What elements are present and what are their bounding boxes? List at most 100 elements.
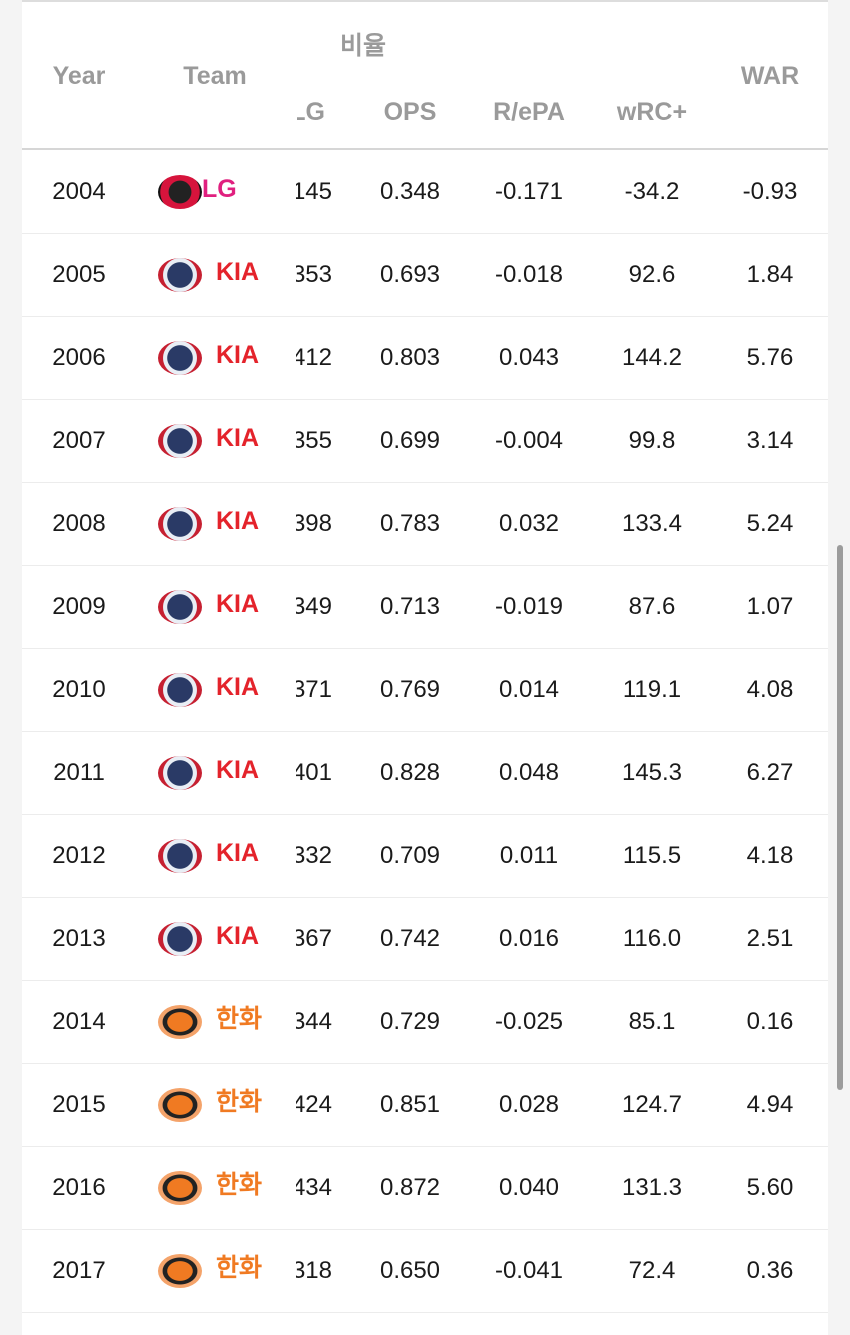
cell-wrc: 131.3 [621, 1174, 683, 1201]
cell-ops: 0.783 [379, 510, 441, 537]
cell-slg-text: 401 [296, 759, 332, 786]
cell-slg-text: 145 [296, 178, 332, 205]
header-divider [22, 148, 828, 150]
team-logo [158, 1005, 202, 1039]
team-logo [158, 258, 202, 292]
stats-table: 비율 Year Team LG OPS R/ePA wRC+ WAR 2004 L… [22, 0, 828, 1335]
cell-year: 2005 [52, 261, 106, 288]
cell-war: 0.36 [746, 1257, 794, 1284]
cell-slg: 355 [296, 399, 332, 482]
cell-wrc: 72.4 [628, 1257, 676, 1284]
cell-ops: 0.769 [379, 676, 441, 703]
cell-wrc: 115.5 [622, 842, 682, 869]
cell-war: 1.07 [746, 593, 794, 620]
cell-war: 4.94 [746, 1091, 794, 1118]
cell-war: 3.14 [746, 427, 794, 454]
table-row: 2011 KIA 401 0.828 0.048 145.3 6.27 [22, 731, 828, 815]
cell-repa: 0.032 [498, 510, 560, 537]
team-logo [158, 922, 202, 956]
scrollbar [837, 545, 843, 1090]
cell-team: KIA [216, 507, 260, 535]
group-header: 비율 [339, 32, 387, 60]
cell-war: 2.51 [746, 925, 794, 952]
cell-slg: 344 [296, 980, 332, 1063]
cell-ops: 0.742 [379, 925, 441, 952]
table-row: 2008 KIA 398 0.783 0.032 133.4 5.24 [22, 482, 828, 566]
column-header-text: LG [297, 98, 325, 126]
table-row: 2013 KIA 367 0.742 0.016 116.0 2.51 [22, 897, 828, 981]
cell-year: 2004 [52, 178, 106, 205]
cell-slg-text: 434 [296, 1174, 332, 1201]
cell-slg-text: 424 [296, 1091, 332, 1118]
cell-team: KIA [216, 590, 260, 618]
team-logo [158, 341, 202, 375]
team-logo [158, 1171, 202, 1205]
column-header: LG [297, 98, 325, 130]
table-row: 2004 LG 145 0.348 -0.171 -34.2 -0.93 [22, 150, 828, 234]
cell-war: 1.84 [746, 261, 794, 288]
team-logo [158, 839, 202, 873]
cell-slg: 398 [296, 482, 332, 565]
cell-repa: 0.048 [498, 759, 560, 786]
cell-year: 2009 [52, 593, 106, 620]
table-row: 2012 KIA 332 0.709 0.011 115.5 4.18 [22, 814, 828, 898]
cell-war: 5.24 [746, 510, 794, 537]
column-header: OPS [383, 98, 437, 126]
cell-year: 2014 [52, 1008, 106, 1035]
cell-repa: 0.016 [498, 925, 560, 952]
cell-slg-text: 349 [296, 593, 332, 620]
cell-wrc: 87.6 [628, 593, 676, 620]
table-row: 2009 KIA 349 0.713 -0.019 87.6 1.07 [22, 565, 828, 649]
cell-repa: -0.171 [494, 178, 564, 205]
cell-ops: 0.650 [379, 1257, 441, 1284]
cell-year: 2010 [52, 676, 106, 703]
cell-wrc: 85.1 [628, 1008, 676, 1035]
team-logo [158, 673, 202, 707]
cell-team: KIA [216, 424, 260, 452]
table-row: 2006 KIA 412 0.803 0.043 144.2 5.76 [22, 316, 828, 400]
cell-team: 한화 [216, 1171, 263, 1199]
column-header: R/ePA [493, 98, 565, 126]
cell-year: 2008 [52, 510, 106, 537]
column-header: Team [183, 62, 247, 90]
cell-slg-text: 318 [296, 1257, 332, 1284]
cell-slg-text: 371 [296, 676, 332, 703]
cell-slg: 424 [296, 1063, 332, 1146]
column-header: Year [52, 62, 106, 90]
cell-team: KIA [216, 673, 260, 701]
cell-repa: -0.025 [494, 1008, 564, 1035]
cell-repa: 0.040 [498, 1174, 560, 1201]
cell-wrc: 99.8 [628, 427, 676, 454]
cell-ops: 0.851 [379, 1091, 441, 1118]
cell-wrc: 119.1 [622, 676, 682, 703]
cell-repa: -0.041 [494, 1257, 564, 1284]
cell-wrc: 145.3 [621, 759, 683, 786]
cell-slg-text: 412 [296, 344, 332, 371]
cell-year: 2017 [52, 1257, 106, 1284]
cell-repa: -0.018 [494, 261, 564, 288]
cell-ops: 0.348 [379, 178, 441, 205]
table-row: 2010 KIA 371 0.769 0.014 119.1 4.08 [22, 648, 828, 732]
cell-year: 2013 [52, 925, 106, 952]
cell-slg-text: 353 [296, 261, 332, 288]
cell-war: 5.60 [746, 1174, 794, 1201]
cell-ops: 0.713 [379, 593, 441, 620]
cell-team: LG [202, 175, 237, 203]
cell-slg: 401 [296, 731, 332, 814]
team-logo [158, 1254, 202, 1288]
cell-slg: 353 [296, 233, 332, 316]
cell-repa: 0.014 [498, 676, 560, 703]
cell-ops: 0.872 [379, 1174, 441, 1201]
cell-war: 0.16 [746, 1008, 794, 1035]
cell-year: 2007 [52, 427, 106, 454]
cell-ops: 0.693 [379, 261, 441, 288]
cell-war: 5.76 [746, 344, 794, 371]
cell-war: -0.93 [742, 178, 798, 205]
cell-slg-text: 344 [296, 1008, 332, 1035]
cell-wrc: 124.7 [621, 1091, 683, 1118]
table-row: 2017 한화 318 0.650 -0.041 72.4 0.36 [22, 1229, 828, 1313]
cell-slg: 332 [296, 814, 332, 897]
team-logo [158, 1088, 202, 1122]
cell-war: 4.18 [746, 842, 794, 869]
